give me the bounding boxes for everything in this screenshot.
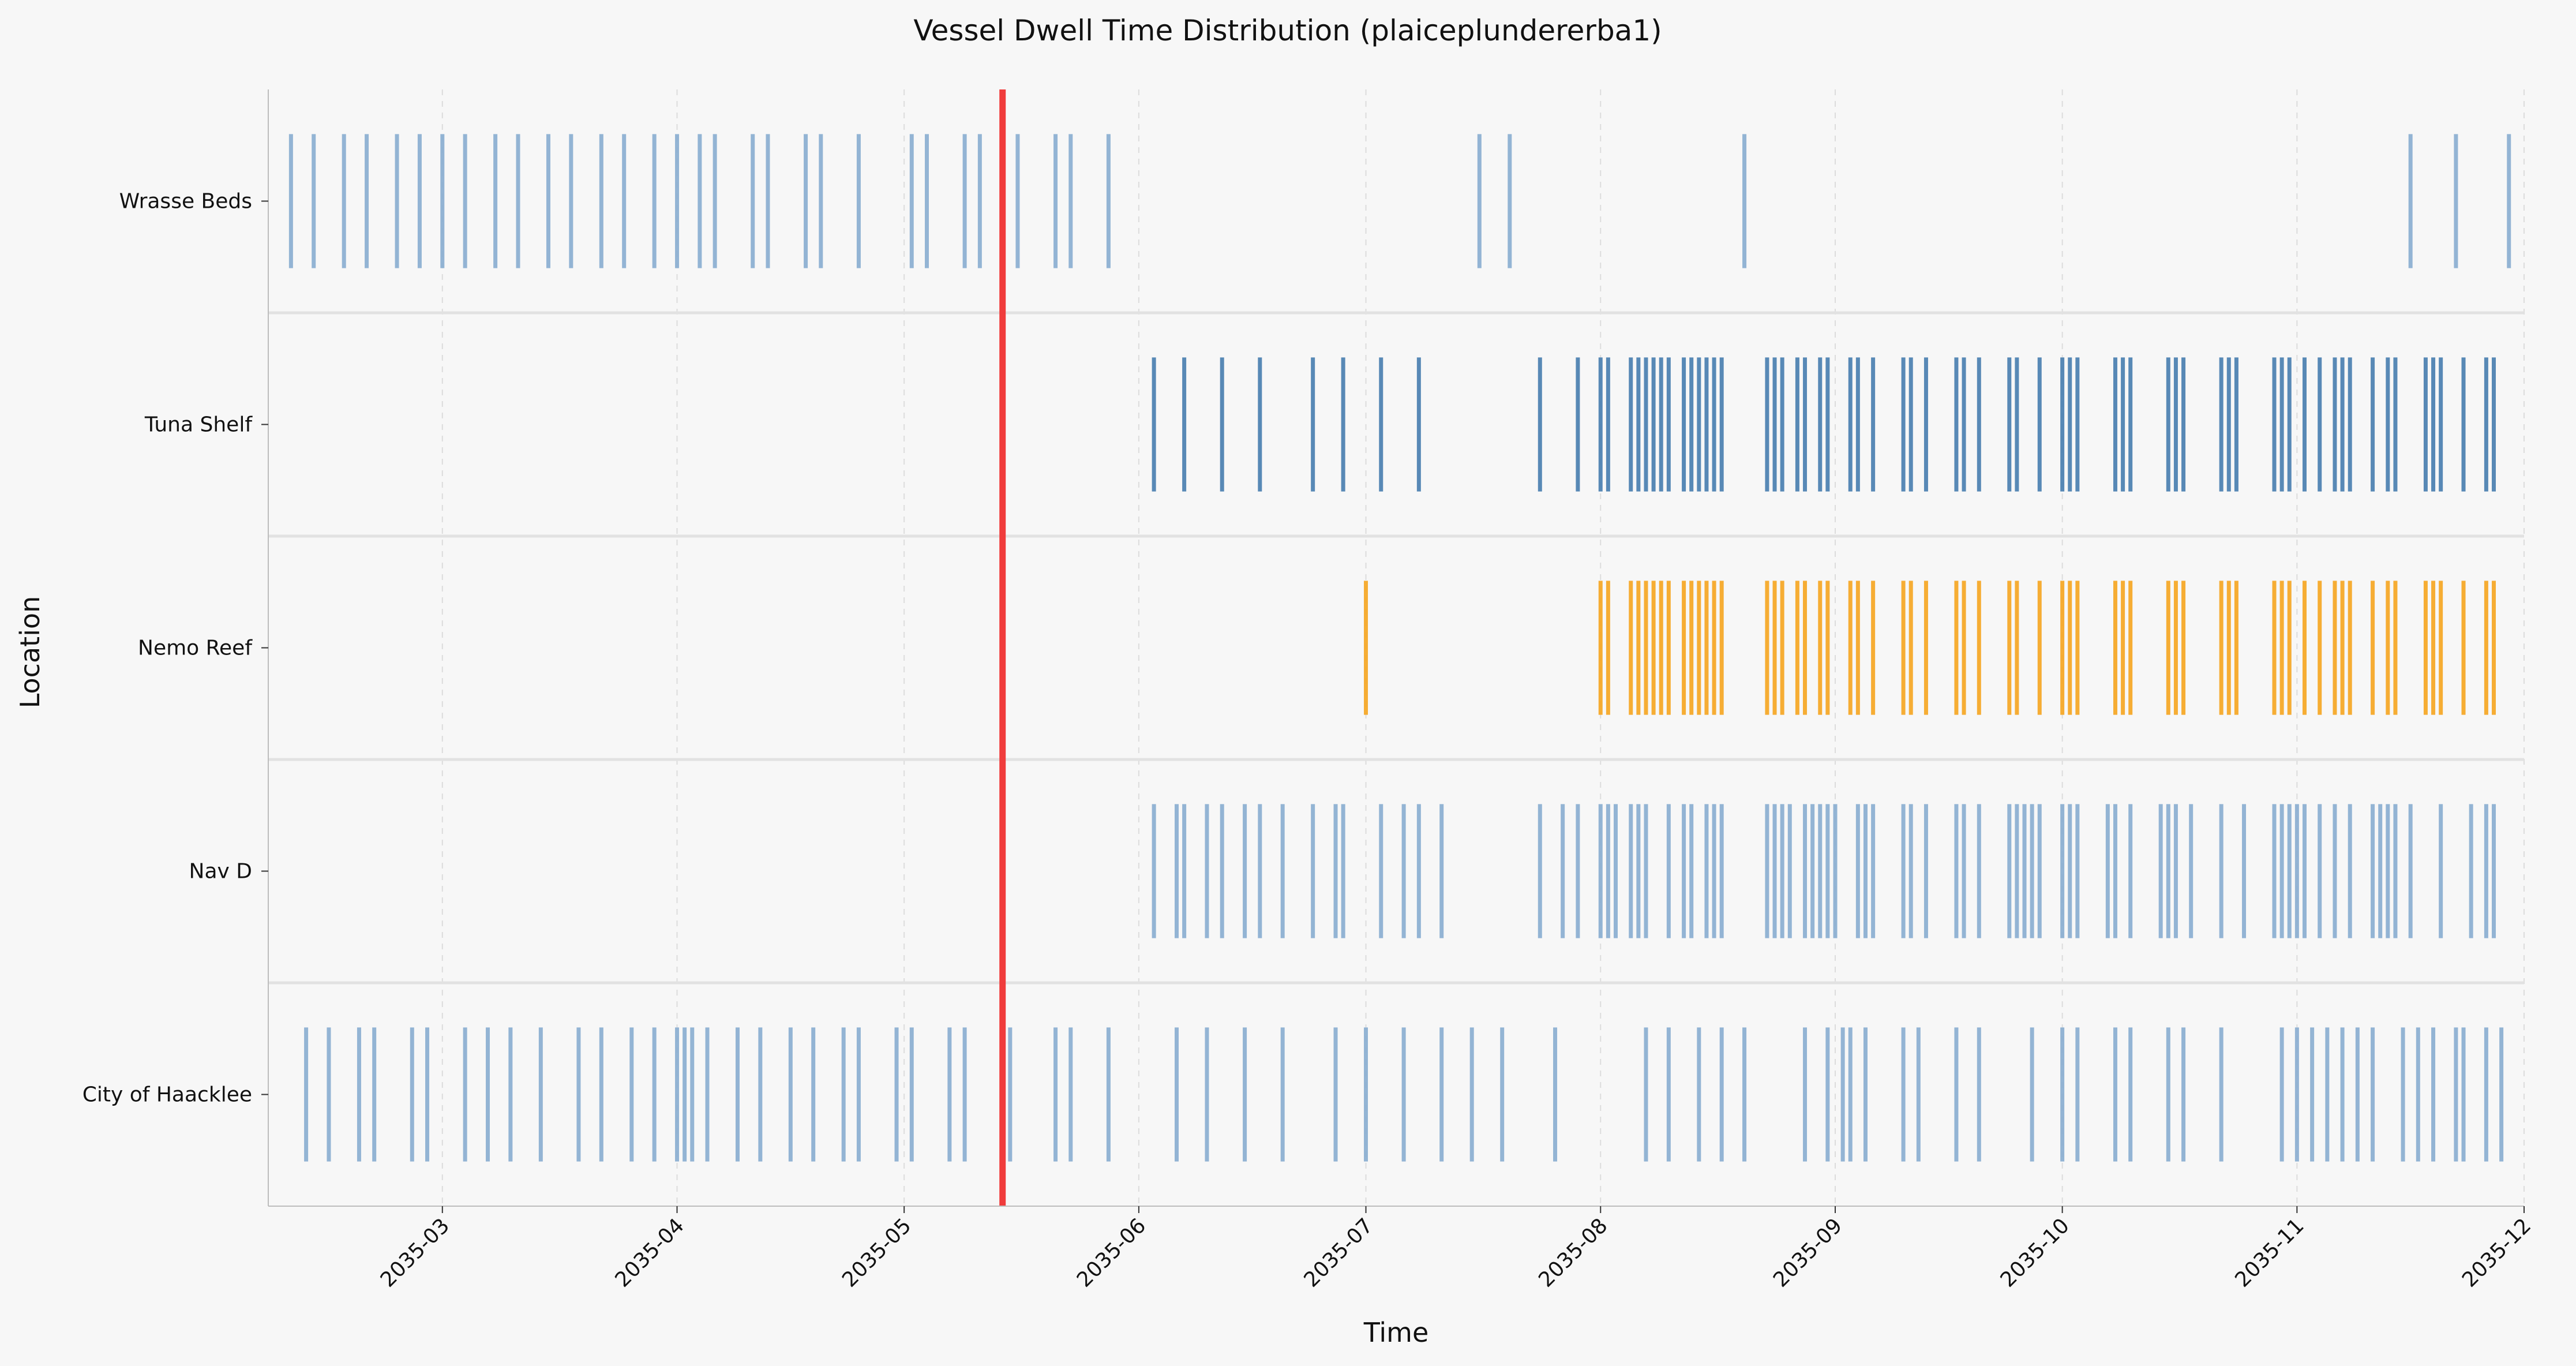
y-tick-label: Wrasse Beds xyxy=(119,190,252,214)
x-tick-label: 2035-07 xyxy=(1300,1214,1378,1292)
x-tick-label: 2035-05 xyxy=(838,1214,916,1292)
x-tick-label: 2035-12 xyxy=(2458,1214,2536,1292)
x-tick-labels: 2035-03 2035-04 2035-05 2035-06 2035-07 2035-… xyxy=(376,1206,2536,1292)
x-tick-label: 2035-03 xyxy=(376,1214,454,1292)
y-tick-label: Nemo Reef xyxy=(138,637,253,660)
x-axis-label: Time xyxy=(1363,1317,1429,1348)
lane-separators xyxy=(268,311,2524,985)
y-tick-labels: Wrasse Beds Tuna Shelf Nemo Reef Nav D City … xyxy=(83,190,268,1107)
x-tick-label: 2035-11 xyxy=(2230,1214,2308,1292)
event-marks xyxy=(288,134,2511,1162)
y-axis-label: Location xyxy=(14,596,46,709)
y-tick-label: Tuna Shelf xyxy=(144,413,253,437)
axes xyxy=(268,89,2524,1207)
x-tick-label: 2035-09 xyxy=(1769,1214,1847,1292)
y-tick-label: Nav D xyxy=(189,860,252,884)
x-tick-label: 2035-08 xyxy=(1534,1214,1612,1292)
y-tick-label: City of Haacklee xyxy=(83,1083,252,1107)
x-tick-label: 2035-10 xyxy=(1996,1214,2074,1292)
x-tick-label: 2035-04 xyxy=(611,1214,689,1292)
chart-title: Vessel Dwell Time Distribution (plaicepl… xyxy=(913,14,1662,47)
x-tick-label: 2035-06 xyxy=(1073,1214,1150,1292)
